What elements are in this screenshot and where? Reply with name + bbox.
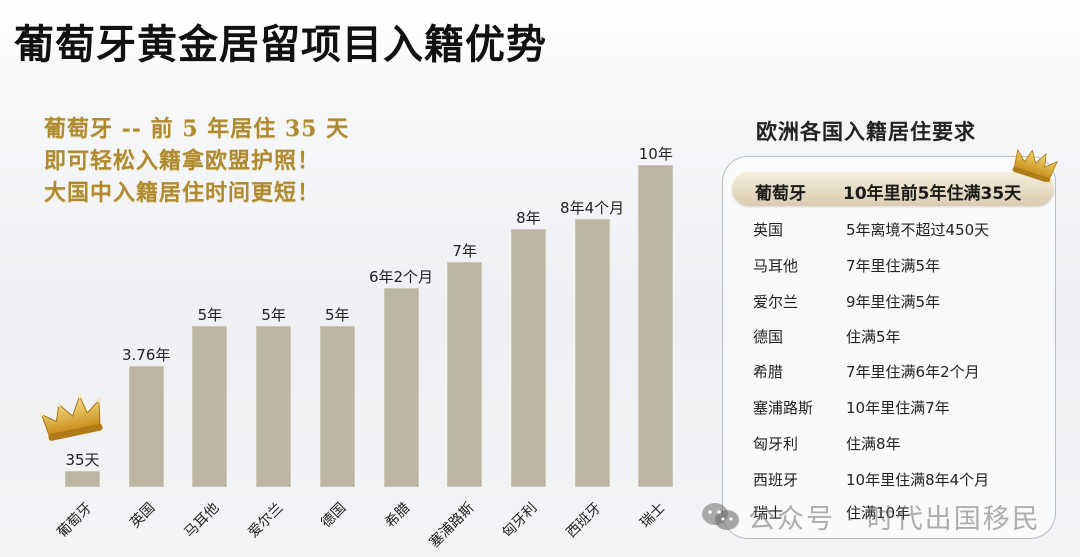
promo-line-2: 即可轻松入籍拿欧盟护照！ (44, 148, 321, 174)
category-label: 塞浦路斯 (426, 500, 478, 551)
bar-value-label: 7年 (452, 241, 477, 260)
highlight-requirement: 10年里前5年住满35天 (843, 184, 1022, 204)
highlight-country: 葡萄牙 (755, 184, 806, 204)
row-requirement: 7年里住满5年 (846, 257, 941, 275)
row-requirement: 7年里住满6年2个月 (846, 363, 980, 381)
category-label: 爱尔兰 (244, 500, 286, 542)
crown-icon (40, 394, 103, 441)
bar (447, 261, 483, 487)
watermark: 公众号 · 时代出国移民 (700, 497, 1041, 536)
category-label: 希腊 (382, 500, 414, 532)
bar (383, 288, 419, 487)
highlight-row (732, 172, 1054, 206)
row-requirement: 住满10年 (846, 504, 911, 522)
bar (319, 326, 355, 487)
bar-value-label: 5年 (325, 306, 350, 324)
bar-value-label: 8年 (516, 209, 541, 228)
category-label: 葡萄牙 (53, 500, 95, 542)
promo-text: 葡萄牙 -- 前 5 年居住 35 天 即可轻松入籍拿欧盟护照！ 大国中入籍居住… (44, 113, 349, 209)
row-country: 塞浦路斯 (753, 399, 814, 417)
row-country: 英国 (753, 221, 784, 239)
bar (510, 229, 546, 487)
category-label: 匈牙利 (499, 500, 541, 542)
promo-line-1: 葡萄牙 -- 前 5 年居住 35 天 (44, 116, 350, 142)
panel-title: 欧洲各国入籍居住要求 (756, 119, 976, 144)
bar (128, 365, 164, 487)
row-country: 瑞士 (753, 504, 784, 522)
row-requirement: 住满5年 (846, 328, 901, 346)
row-requirement: 5年离境不超过450天 (846, 221, 990, 239)
row-country: 西班牙 (753, 471, 799, 489)
bar (256, 326, 292, 487)
watermark-text: 公众号 · 时代出国移民 (748, 504, 1041, 535)
category-label: 德国 (318, 500, 350, 532)
wechat-icon (702, 502, 739, 530)
category-label: 瑞士 (637, 500, 669, 532)
page-title: 葡萄牙黄金居留项目入籍优势 (14, 21, 547, 68)
row-country: 匈牙利 (753, 435, 799, 453)
crown-icon (1012, 148, 1058, 182)
row-country: 德国 (753, 328, 784, 346)
category-label: 马耳他 (181, 500, 223, 542)
row-requirement: 10年里住满7年 (846, 399, 950, 417)
row-requirement: 10年里住满8年4个月 (846, 471, 990, 489)
bar-value-label: 6年2个月 (368, 268, 434, 287)
row-country: 希腊 (753, 363, 784, 381)
row-requirement: 住满8年 (846, 435, 901, 453)
bar-value-label: 5年 (261, 306, 286, 324)
bar-value-label: 5年 (197, 306, 223, 324)
bar-value-label: 10年 (638, 145, 673, 163)
bar-chart: 35天葡萄牙 3.76年英国 5年马耳他 5年爱尔兰 5年德国 6年2个月希腊 7年塞浦路斯… (40, 145, 674, 551)
promo-line-3: 大国中入籍居住时间更短！ (44, 180, 321, 206)
bar (65, 471, 100, 487)
category-label: 西班牙 (563, 500, 605, 542)
bar-value-label: 35天 (65, 451, 100, 469)
bar-value-label: 8年4个月 (560, 198, 625, 217)
row-country: 马耳他 (753, 257, 799, 275)
bar (638, 165, 674, 487)
row-country: 爱尔兰 (753, 293, 799, 311)
bar (574, 218, 610, 487)
category-label: 英国 (127, 500, 159, 532)
requirements-panel (722, 156, 1056, 539)
bar-value-label: 3.76年 (121, 345, 171, 364)
bar (192, 326, 228, 487)
row-requirement: 9年里住满5年 (846, 293, 941, 311)
